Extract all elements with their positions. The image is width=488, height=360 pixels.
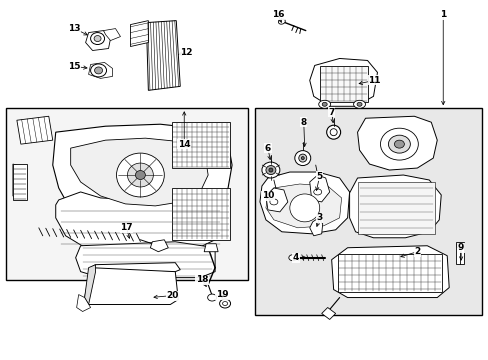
Text: 2: 2: [413, 247, 420, 256]
Polygon shape: [130, 21, 148, 46]
Ellipse shape: [380, 128, 417, 160]
Ellipse shape: [294, 150, 310, 166]
Ellipse shape: [288, 255, 296, 261]
Text: 15: 15: [68, 62, 81, 71]
Ellipse shape: [94, 67, 102, 74]
Polygon shape: [84, 265, 95, 305]
Polygon shape: [85, 31, 110, 50]
Text: 10: 10: [261, 192, 274, 201]
Polygon shape: [103, 28, 120, 41]
Bar: [13, 164, 27, 200]
Bar: [357, 182, 434, 234]
Polygon shape: [53, 124, 232, 234]
Text: 8: 8: [300, 118, 306, 127]
Ellipse shape: [265, 166, 275, 175]
Polygon shape: [265, 184, 341, 228]
Polygon shape: [309, 175, 329, 202]
Bar: [254, 108, 481, 315]
Ellipse shape: [222, 302, 227, 306]
Polygon shape: [357, 116, 436, 170]
Ellipse shape: [116, 153, 164, 197]
Ellipse shape: [456, 243, 463, 248]
Ellipse shape: [262, 162, 279, 178]
Polygon shape: [321, 307, 335, 319]
Ellipse shape: [356, 102, 361, 106]
Ellipse shape: [353, 100, 365, 108]
Ellipse shape: [298, 154, 306, 162]
Polygon shape: [349, 175, 440, 238]
Polygon shape: [76, 242, 215, 278]
Text: 19: 19: [215, 290, 228, 299]
Ellipse shape: [207, 294, 216, 301]
Text: 20: 20: [166, 291, 178, 300]
Ellipse shape: [94, 36, 101, 41]
Polygon shape: [84, 268, 178, 305]
Polygon shape: [203, 244, 218, 252]
Text: 9: 9: [457, 243, 464, 252]
Polygon shape: [260, 172, 349, 234]
Text: 11: 11: [367, 76, 380, 85]
Ellipse shape: [326, 125, 340, 139]
Text: 7: 7: [328, 108, 334, 117]
Polygon shape: [265, 188, 287, 212]
Text: 6: 6: [264, 144, 270, 153]
Bar: [6, 108, 247, 280]
Polygon shape: [309, 218, 322, 236]
Polygon shape: [146, 21, 180, 90]
Polygon shape: [90, 263, 180, 272]
Ellipse shape: [318, 100, 330, 108]
Polygon shape: [88, 62, 112, 78]
Bar: [172, 122, 229, 168]
Bar: [455, 242, 463, 264]
Bar: [172, 188, 229, 240]
Polygon shape: [309, 58, 377, 106]
Ellipse shape: [269, 199, 277, 205]
Text: 14: 14: [178, 140, 190, 149]
Ellipse shape: [387, 135, 409, 153]
Text: 16: 16: [271, 10, 284, 19]
Ellipse shape: [289, 194, 319, 222]
Bar: [337, 254, 441, 292]
Polygon shape: [150, 240, 168, 252]
Ellipse shape: [329, 129, 336, 136]
Ellipse shape: [301, 157, 304, 159]
Ellipse shape: [90, 32, 104, 45]
Polygon shape: [17, 116, 53, 144]
Ellipse shape: [135, 171, 145, 180]
Text: 3: 3: [316, 213, 322, 222]
Polygon shape: [13, 164, 27, 200]
Polygon shape: [71, 138, 208, 206]
Text: 4: 4: [292, 253, 298, 262]
Ellipse shape: [313, 189, 321, 195]
Text: 12: 12: [180, 48, 192, 57]
Ellipse shape: [394, 140, 404, 148]
Text: 1: 1: [439, 10, 446, 19]
Ellipse shape: [268, 168, 272, 172]
Text: 5: 5: [316, 171, 322, 180]
Ellipse shape: [219, 299, 230, 308]
Text: 13: 13: [68, 24, 81, 33]
Ellipse shape: [127, 163, 153, 187]
Polygon shape: [77, 294, 90, 311]
Ellipse shape: [278, 19, 285, 24]
Polygon shape: [331, 246, 448, 298]
Ellipse shape: [322, 102, 326, 106]
Ellipse shape: [90, 64, 106, 77]
Polygon shape: [56, 192, 224, 258]
Text: 18: 18: [196, 275, 208, 284]
Text: 17: 17: [120, 223, 133, 232]
Bar: [319, 67, 367, 102]
